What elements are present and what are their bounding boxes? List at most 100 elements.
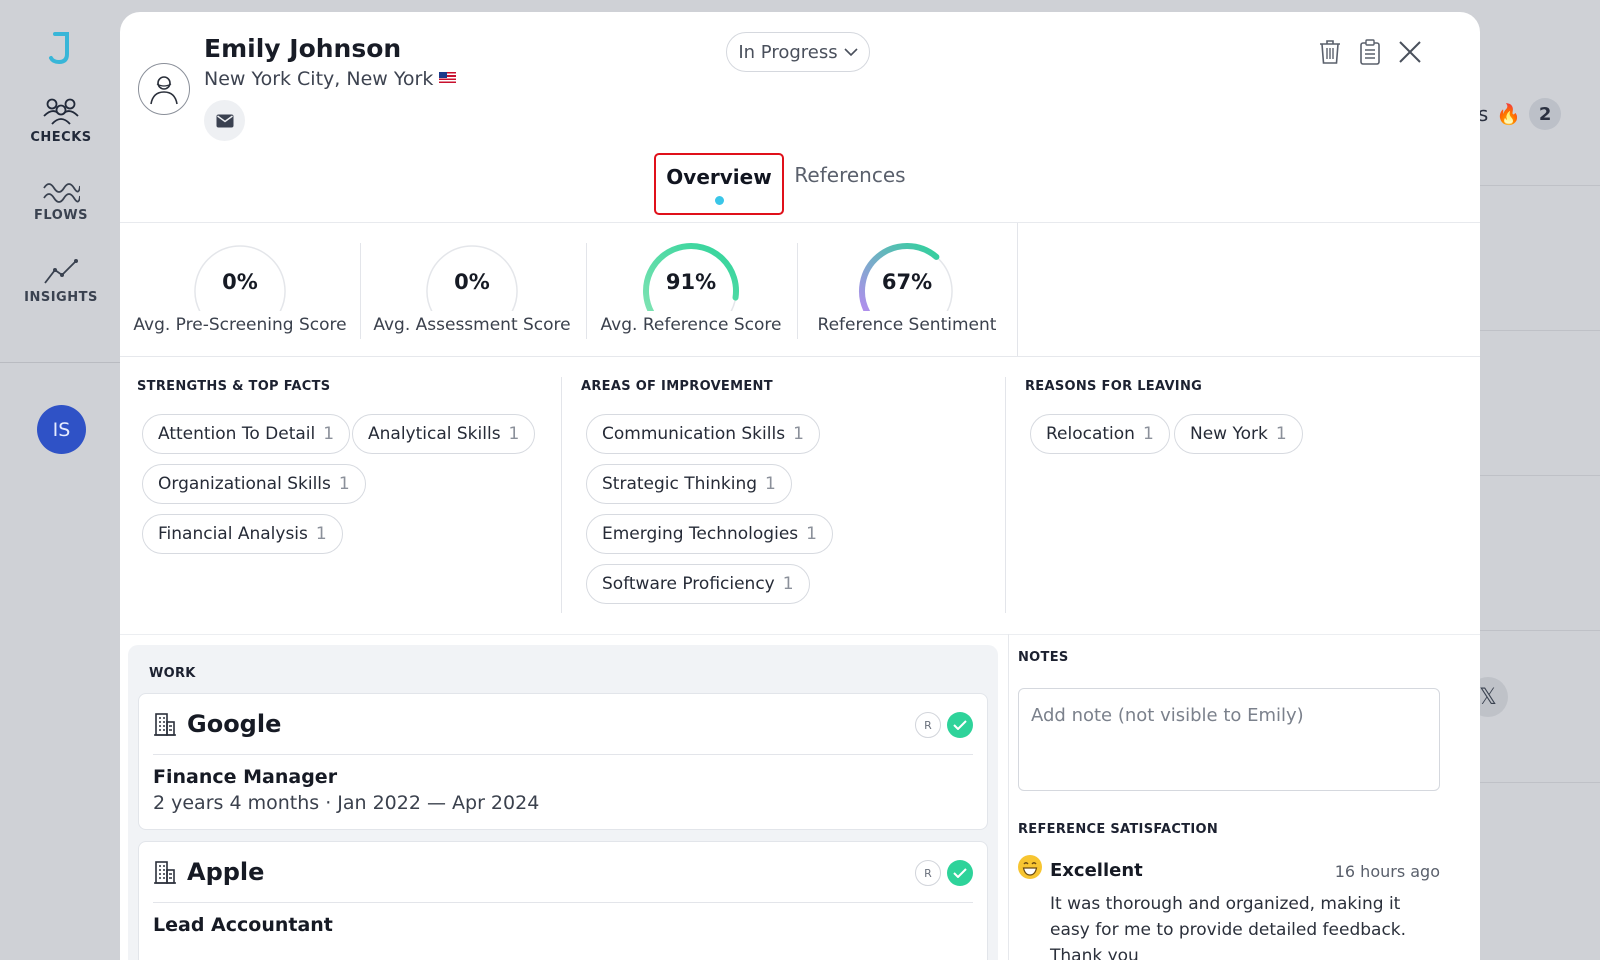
leaving-column: REASONS FOR LEAVING Relocation 1 New York…	[1006, 357, 1480, 634]
tag-chip[interactable]: New York 1	[1174, 414, 1303, 454]
app-logo[interactable]	[47, 30, 75, 66]
notes-input[interactable]	[1018, 688, 1440, 791]
trash-icon	[1320, 40, 1340, 64]
work-card-badges: R	[915, 860, 973, 886]
sidebar-item-flows[interactable]: FLOWS	[0, 178, 122, 223]
divider	[1480, 475, 1600, 476]
gauge-icon	[426, 245, 518, 311]
waves-icon	[43, 183, 80, 203]
metrics-row: 0% Avg. Pre-Screening Score 0% Avg. Asse…	[120, 223, 1480, 357]
company-name: Google	[187, 710, 282, 738]
section-title: WORK	[149, 666, 196, 681]
tab-overview[interactable]: Overview	[654, 153, 784, 215]
section-title: NOTES	[1018, 650, 1069, 665]
divider	[1480, 185, 1600, 186]
gauge-track	[194, 245, 286, 311]
divider	[1480, 330, 1600, 331]
sidebar-item-label: FLOWS	[34, 208, 88, 223]
tag-chip[interactable]: Communication Skills 1	[586, 414, 820, 454]
tag-label: New York	[1190, 424, 1268, 444]
active-indicator	[715, 196, 724, 205]
divider	[586, 243, 587, 339]
divider	[1017, 223, 1018, 357]
tag-count: 1	[323, 424, 335, 444]
background-list	[1480, 0, 1600, 960]
tag-count: 1	[793, 424, 804, 444]
divider	[1005, 377, 1006, 613]
tag-label: Strategic Thinking	[602, 474, 758, 494]
section-title: AREAS OF IMPROVEMENT	[581, 379, 773, 394]
tag-label: Analytical Skills	[368, 424, 501, 444]
background-badge: ts 🔥 2	[1470, 98, 1562, 130]
sidebar-divider	[0, 362, 122, 363]
tag-label: Organizational Skills	[158, 474, 331, 494]
gauge-track	[426, 245, 518, 311]
job-title: Finance Manager	[153, 766, 338, 788]
sidebar-item-insights[interactable]: INSIGHTS	[0, 258, 122, 305]
close-icon	[1399, 41, 1421, 63]
job-duration: 2 years 4 months · Jan 2022 — Apr 2024	[153, 792, 540, 814]
satisfaction-rating: Excellent	[1050, 860, 1143, 881]
tag-label: Emerging Technologies	[602, 524, 799, 544]
tag-chip[interactable]: Emerging Technologies 1	[586, 514, 833, 554]
metric-label: Avg. Assessment Score	[373, 315, 571, 335]
strengths-column: STRENGTHS & TOP FACTS Attention To Detai…	[120, 357, 561, 634]
verified-check-icon	[947, 712, 973, 738]
clipboard-button[interactable]	[1356, 38, 1384, 66]
people-icon	[43, 98, 79, 125]
satisfaction-timestamp: 16 hours ago	[1334, 862, 1440, 881]
metric-assessment: 0% Avg. Assessment Score	[372, 223, 572, 357]
candidate-name: Emily Johnson	[204, 34, 402, 63]
gauge-icon	[643, 243, 739, 311]
tag-count: 1	[1275, 424, 1287, 444]
profile-avatar-icon	[138, 63, 190, 115]
section-title: STRENGTHS & TOP FACTS	[137, 379, 331, 394]
close-button[interactable]	[1396, 38, 1424, 66]
tag-count: 1	[782, 574, 794, 594]
tag-chip[interactable]: Organizational Skills 1	[142, 464, 366, 504]
metric-reference-score: 91% Avg. Reference Score	[596, 223, 786, 357]
tag-chip[interactable]: Analytical Skills 1	[352, 414, 536, 454]
status-dropdown[interactable]: In Progress	[726, 32, 870, 72]
tag-chip[interactable]: Strategic Thinking 1	[586, 464, 792, 504]
tag-count: 1	[315, 524, 327, 544]
us-flag-icon	[439, 72, 457, 83]
work-card[interactable]: Apple R Lead Accountant	[138, 841, 988, 960]
tag-chip[interactable]: Relocation 1	[1030, 414, 1170, 454]
sidebar-item-label: CHECKS	[30, 130, 92, 145]
metric-label: Avg. Reference Score	[600, 315, 782, 335]
divider	[1480, 630, 1600, 631]
improvement-column: AREAS OF IMPROVEMENT Communication Skill…	[562, 357, 1005, 634]
user-avatar[interactable]: IS	[37, 405, 86, 454]
work-card-badges: R	[915, 712, 973, 738]
delete-button[interactable]	[1316, 38, 1344, 66]
sidebar-item-checks[interactable]: CHECKS	[0, 96, 122, 145]
reference-badge: R	[915, 860, 941, 886]
work-card-header: Apple	[153, 858, 264, 886]
section-title: REASONS FOR LEAVING	[1025, 379, 1203, 394]
chevron-down-icon	[844, 48, 858, 57]
gauge-icon	[194, 245, 286, 311]
divider	[120, 222, 1480, 223]
tag-chip[interactable]: Software Proficiency 1	[586, 564, 810, 604]
tab-references[interactable]: References	[794, 153, 906, 215]
tag-label: Communication Skills	[602, 424, 786, 444]
grinning-face-icon	[1018, 855, 1042, 879]
reference-badge: R	[915, 712, 941, 738]
email-button[interactable]	[204, 100, 245, 141]
sidebar-item-label: INSIGHTS	[24, 290, 98, 305]
status-value: In Progress	[738, 41, 838, 63]
divider	[153, 902, 973, 903]
background-badge-count: 2	[1529, 98, 1562, 130]
tag-chip[interactable]: Attention To Detail 1	[142, 414, 351, 454]
tab-label: References	[794, 163, 906, 187]
tag-count: 1	[508, 424, 520, 444]
divider	[360, 243, 361, 339]
tag-chip[interactable]: Financial Analysis 1	[142, 514, 343, 554]
divider	[153, 754, 973, 755]
metric-label: Avg. Pre-Screening Score	[133, 315, 347, 335]
tag-count: 1	[338, 474, 350, 494]
candidate-location: New York City, New York	[204, 68, 457, 90]
work-card[interactable]: Google R Finance Manager 2 years 4 month…	[138, 693, 988, 830]
sidebar: CHECKS FLOWS INSIGHTS IS	[0, 0, 122, 960]
